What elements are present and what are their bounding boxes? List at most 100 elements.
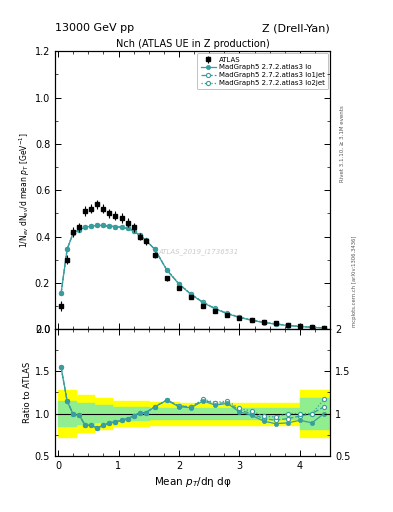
MadGraph5 2.7.2.atlas3 lo2jet — [101, 222, 106, 228]
Text: Rivet 3.1.10, ≥ 3.1M events: Rivet 3.1.10, ≥ 3.1M events — [340, 105, 345, 182]
MadGraph5 2.7.2.atlas3 lo1jet — [261, 319, 266, 326]
MadGraph5 2.7.2.atlas3 lo — [113, 224, 118, 230]
MadGraph5 2.7.2.atlas3 lo2jet — [77, 227, 82, 233]
MadGraph5 2.7.2.atlas3 lo — [137, 232, 142, 239]
MadGraph5 2.7.2.atlas3 lo — [261, 319, 266, 326]
MadGraph5 2.7.2.atlas3 lo — [101, 222, 106, 228]
MadGraph5 2.7.2.atlas3 lo — [237, 314, 242, 321]
MadGraph5 2.7.2.atlas3 lo1jet — [125, 225, 130, 231]
MadGraph5 2.7.2.atlas3 lo — [322, 325, 327, 331]
MadGraph5 2.7.2.atlas3 lo2jet — [322, 325, 327, 331]
MadGraph5 2.7.2.atlas3 lo — [298, 324, 302, 330]
MadGraph5 2.7.2.atlas3 lo — [176, 281, 181, 287]
Title: Nch (ATLAS UE in Z production): Nch (ATLAS UE in Z production) — [116, 39, 270, 49]
MadGraph5 2.7.2.atlas3 lo1jet — [249, 317, 254, 323]
MadGraph5 2.7.2.atlas3 lo — [83, 224, 88, 230]
MadGraph5 2.7.2.atlas3 lo — [143, 237, 148, 243]
MadGraph5 2.7.2.atlas3 lo — [131, 228, 136, 234]
Line: MadGraph5 2.7.2.atlas3 lo1jet: MadGraph5 2.7.2.atlas3 lo1jet — [59, 223, 326, 330]
Y-axis label: 1/N$_{ev}$ dN$_{ev}$/d mean $p_{T}$ [GeV$^{-1}$]: 1/N$_{ev}$ dN$_{ev}$/d mean $p_{T}$ [GeV… — [18, 133, 32, 248]
MadGraph5 2.7.2.atlas3 lo2jet — [237, 314, 242, 320]
MadGraph5 2.7.2.atlas3 lo1jet — [274, 321, 278, 327]
MadGraph5 2.7.2.atlas3 lo1jet — [59, 290, 63, 296]
MadGraph5 2.7.2.atlas3 lo — [249, 317, 254, 323]
MadGraph5 2.7.2.atlas3 lo2jet — [83, 224, 88, 230]
MadGraph5 2.7.2.atlas3 lo1jet — [65, 246, 70, 252]
MadGraph5 2.7.2.atlas3 lo1jet — [83, 224, 88, 230]
MadGraph5 2.7.2.atlas3 lo2jet — [152, 246, 157, 252]
MadGraph5 2.7.2.atlas3 lo — [95, 222, 100, 228]
MadGraph5 2.7.2.atlas3 lo — [65, 246, 70, 252]
MadGraph5 2.7.2.atlas3 lo2jet — [125, 225, 130, 231]
Line: MadGraph5 2.7.2.atlas3 lo2jet: MadGraph5 2.7.2.atlas3 lo2jet — [59, 223, 326, 330]
MadGraph5 2.7.2.atlas3 lo1jet — [77, 227, 82, 233]
MadGraph5 2.7.2.atlas3 lo1jet — [201, 300, 206, 306]
MadGraph5 2.7.2.atlas3 lo — [165, 267, 169, 273]
MadGraph5 2.7.2.atlas3 lo — [107, 223, 112, 229]
MadGraph5 2.7.2.atlas3 lo — [59, 290, 63, 296]
MadGraph5 2.7.2.atlas3 lo2jet — [310, 324, 314, 330]
MadGraph5 2.7.2.atlas3 lo — [152, 246, 157, 252]
MadGraph5 2.7.2.atlas3 lo — [310, 325, 314, 331]
MadGraph5 2.7.2.atlas3 lo1jet — [89, 223, 94, 229]
MadGraph5 2.7.2.atlas3 lo2jet — [107, 223, 112, 229]
MadGraph5 2.7.2.atlas3 lo1jet — [237, 314, 242, 321]
MadGraph5 2.7.2.atlas3 lo — [189, 291, 193, 297]
MadGraph5 2.7.2.atlas3 lo — [119, 224, 124, 230]
MadGraph5 2.7.2.atlas3 lo — [89, 223, 94, 229]
MadGraph5 2.7.2.atlas3 lo — [125, 225, 130, 231]
MadGraph5 2.7.2.atlas3 lo — [213, 306, 218, 312]
MadGraph5 2.7.2.atlas3 lo1jet — [119, 224, 124, 230]
MadGraph5 2.7.2.atlas3 lo2jet — [201, 299, 206, 305]
MadGraph5 2.7.2.atlas3 lo1jet — [225, 310, 230, 316]
MadGraph5 2.7.2.atlas3 lo2jet — [143, 237, 148, 243]
MadGraph5 2.7.2.atlas3 lo — [285, 323, 290, 329]
Text: 13000 GeV pp: 13000 GeV pp — [55, 23, 134, 33]
Line: MadGraph5 2.7.2.atlas3 lo: MadGraph5 2.7.2.atlas3 lo — [59, 223, 326, 330]
MadGraph5 2.7.2.atlas3 lo — [274, 321, 278, 327]
MadGraph5 2.7.2.atlas3 lo1jet — [176, 281, 181, 287]
MadGraph5 2.7.2.atlas3 lo2jet — [131, 228, 136, 234]
MadGraph5 2.7.2.atlas3 lo1jet — [213, 306, 218, 312]
MadGraph5 2.7.2.atlas3 lo2jet — [95, 222, 100, 228]
MadGraph5 2.7.2.atlas3 lo2jet — [65, 246, 70, 252]
MadGraph5 2.7.2.atlas3 lo1jet — [285, 322, 290, 328]
MadGraph5 2.7.2.atlas3 lo1jet — [143, 237, 148, 243]
MadGraph5 2.7.2.atlas3 lo2jet — [189, 291, 193, 297]
MadGraph5 2.7.2.atlas3 lo2jet — [285, 322, 290, 328]
MadGraph5 2.7.2.atlas3 lo1jet — [131, 228, 136, 234]
MadGraph5 2.7.2.atlas3 lo2jet — [71, 230, 75, 236]
Text: ATLAS_2019_I1736531: ATLAS_2019_I1736531 — [158, 248, 238, 255]
MadGraph5 2.7.2.atlas3 lo — [225, 311, 230, 317]
MadGraph5 2.7.2.atlas3 lo2jet — [298, 323, 302, 329]
MadGraph5 2.7.2.atlas3 lo1jet — [107, 223, 112, 229]
MadGraph5 2.7.2.atlas3 lo — [201, 300, 206, 306]
MadGraph5 2.7.2.atlas3 lo2jet — [59, 290, 63, 296]
Text: Z (Drell-Yan): Z (Drell-Yan) — [263, 23, 330, 33]
MadGraph5 2.7.2.atlas3 lo2jet — [165, 267, 169, 273]
MadGraph5 2.7.2.atlas3 lo2jet — [113, 224, 118, 230]
MadGraph5 2.7.2.atlas3 lo2jet — [119, 224, 124, 230]
Text: mcplots.cern.ch [arXiv:1306.3436]: mcplots.cern.ch [arXiv:1306.3436] — [352, 236, 357, 327]
MadGraph5 2.7.2.atlas3 lo1jet — [101, 222, 106, 228]
MadGraph5 2.7.2.atlas3 lo1jet — [298, 324, 302, 330]
MadGraph5 2.7.2.atlas3 lo1jet — [310, 324, 314, 330]
MadGraph5 2.7.2.atlas3 lo1jet — [95, 222, 100, 228]
MadGraph5 2.7.2.atlas3 lo2jet — [261, 319, 266, 325]
MadGraph5 2.7.2.atlas3 lo1jet — [165, 267, 169, 273]
MadGraph5 2.7.2.atlas3 lo2jet — [274, 321, 278, 327]
MadGraph5 2.7.2.atlas3 lo1jet — [322, 325, 327, 331]
X-axis label: Mean $p_{T}$/dη dφ: Mean $p_{T}$/dη dφ — [154, 475, 231, 489]
MadGraph5 2.7.2.atlas3 lo1jet — [113, 224, 118, 230]
MadGraph5 2.7.2.atlas3 lo1jet — [71, 230, 75, 236]
Legend: ATLAS, MadGraph5 2.7.2.atlas3 lo, MadGraph5 2.7.2.atlas3 lo1jet, MadGraph5 2.7.2: ATLAS, MadGraph5 2.7.2.atlas3 lo, MadGra… — [197, 53, 328, 90]
MadGraph5 2.7.2.atlas3 lo2jet — [89, 223, 94, 229]
MadGraph5 2.7.2.atlas3 lo2jet — [213, 305, 218, 311]
MadGraph5 2.7.2.atlas3 lo1jet — [152, 246, 157, 252]
MadGraph5 2.7.2.atlas3 lo2jet — [225, 310, 230, 316]
MadGraph5 2.7.2.atlas3 lo — [71, 230, 75, 236]
MadGraph5 2.7.2.atlas3 lo2jet — [249, 317, 254, 323]
MadGraph5 2.7.2.atlas3 lo1jet — [189, 291, 193, 297]
MadGraph5 2.7.2.atlas3 lo2jet — [176, 281, 181, 287]
MadGraph5 2.7.2.atlas3 lo — [77, 227, 82, 233]
